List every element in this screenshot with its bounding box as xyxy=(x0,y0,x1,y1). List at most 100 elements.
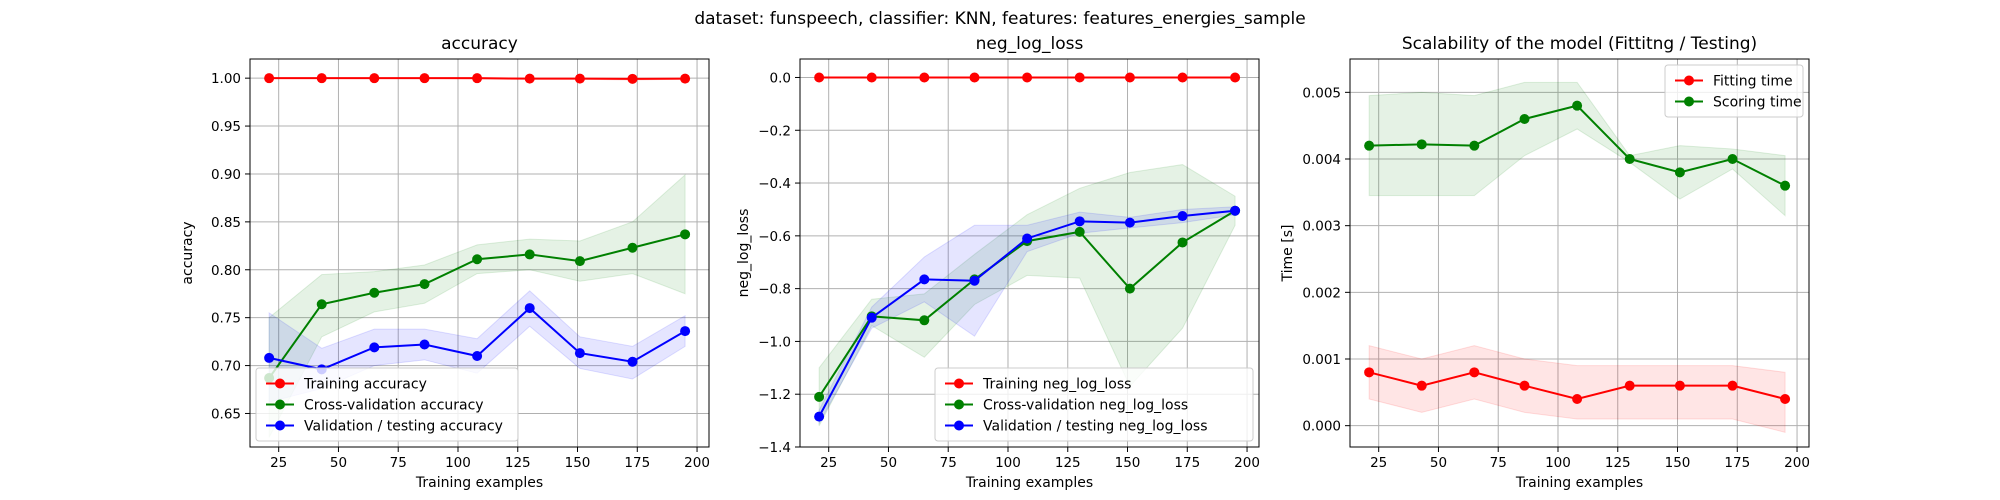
y-tick-label: 0.65 xyxy=(211,406,241,422)
y-tick-label: −1.4 xyxy=(758,440,791,456)
legend-label: Cross-validation accuracy xyxy=(304,398,484,414)
data-point xyxy=(814,411,825,422)
data-point xyxy=(574,348,585,359)
data-point xyxy=(369,73,380,84)
data-point xyxy=(369,287,380,298)
data-point xyxy=(1177,72,1188,83)
data-point xyxy=(264,73,275,84)
y-tick-label: −0.2 xyxy=(758,123,791,139)
legend-label: Validation / testing neg_log_loss xyxy=(983,419,1208,435)
y-tick-label: 0.005 xyxy=(1302,85,1341,101)
confidence-band xyxy=(818,164,1236,427)
data-point xyxy=(472,73,483,84)
x-tick-label: 75 xyxy=(390,455,407,471)
confidence-band xyxy=(268,290,686,403)
data-point xyxy=(1022,72,1033,83)
data-point xyxy=(524,73,535,84)
data-point xyxy=(1519,114,1530,124)
data-point xyxy=(919,315,930,326)
data-point xyxy=(680,229,691,240)
y-tick-label: 0.75 xyxy=(211,311,241,327)
data-point xyxy=(1416,380,1427,391)
data-point xyxy=(1519,380,1530,391)
data-point xyxy=(1074,72,1085,83)
legend-marker xyxy=(275,399,285,410)
axes-frame xyxy=(1349,58,1810,448)
data-point xyxy=(814,72,825,83)
data-point xyxy=(369,342,380,353)
x-tick-label: 175 xyxy=(1174,455,1200,471)
legend-label: Fitting time xyxy=(1713,74,1793,90)
data-point xyxy=(316,73,327,84)
legend: Training accuracy Cross-validation accura… xyxy=(255,367,519,442)
x-tick-label: 150 xyxy=(565,455,591,471)
legend-marker xyxy=(275,378,285,389)
x-tick-label: 175 xyxy=(624,455,650,471)
data-point xyxy=(316,299,327,310)
data-point xyxy=(1624,380,1635,391)
y-tick-label: 0.70 xyxy=(211,359,241,375)
x-tick-label: 150 xyxy=(1115,455,1141,471)
y-tick-label: 1.00 xyxy=(211,71,241,87)
x-tick-label: 25 xyxy=(1370,455,1387,471)
data-point xyxy=(524,303,535,314)
x-tick-label: 125 xyxy=(1055,455,1081,471)
x-tick-label: 125 xyxy=(505,455,531,471)
data-point xyxy=(919,72,930,83)
y-tick-label: −0.4 xyxy=(758,176,791,192)
data-point xyxy=(1364,367,1375,378)
axes-frame xyxy=(249,58,710,448)
y-tick-label: 0.001 xyxy=(1302,352,1341,368)
x-tick-label: 75 xyxy=(1490,455,1507,471)
x-tick-label: 175 xyxy=(1724,455,1750,471)
data-point xyxy=(814,391,825,402)
chart-panel-2: 25 50 75 100 125 150 175 200 −1.4 −1.2 −1.0 −0.8 −0.… xyxy=(736,34,1260,491)
y-tick-label: −0.8 xyxy=(758,282,791,298)
legend-box xyxy=(255,367,519,442)
data-point xyxy=(919,274,930,285)
data-point xyxy=(1469,140,1480,151)
data-point xyxy=(1727,154,1738,164)
confidence-band xyxy=(1368,345,1786,433)
y-tick-label: 0.003 xyxy=(1302,219,1341,235)
x-axis-label: Training examples xyxy=(965,475,1093,491)
x-tick-label: 100 xyxy=(445,455,471,471)
data-point xyxy=(419,339,430,350)
plot-area xyxy=(814,72,1241,427)
x-tick-label: 25 xyxy=(270,455,287,471)
legend: Training neg_log_loss Cross-validation ne… xyxy=(934,367,1254,442)
data-point xyxy=(419,73,430,84)
y-tick-label: −1.0 xyxy=(758,334,791,350)
axes-frame xyxy=(799,58,1260,448)
legend-marker xyxy=(954,378,964,389)
data-point xyxy=(1074,216,1085,227)
data-point xyxy=(524,249,535,260)
legend-label: Training accuracy xyxy=(303,377,427,393)
confidence-band xyxy=(268,173,686,438)
data-point xyxy=(1230,205,1241,216)
panel-title: neg_log_loss xyxy=(976,34,1084,54)
y-tick-label: −0.6 xyxy=(758,229,791,245)
data-point xyxy=(1364,140,1375,151)
data-point xyxy=(627,242,638,253)
x-tick-label: 200 xyxy=(1784,455,1810,471)
x-tick-label: 25 xyxy=(820,455,837,471)
data-point xyxy=(866,72,877,83)
chart-panel-1: 25 50 75 100 125 150 175 200 0.65 0.70 0.75 0.80 0.8… xyxy=(180,34,710,491)
y-tick-label: 0.000 xyxy=(1302,419,1341,435)
x-tick-label: 75 xyxy=(940,455,957,471)
data-point xyxy=(627,356,638,367)
legend-label: Scoring time xyxy=(1713,95,1802,111)
y-axis-label: Time [s] xyxy=(1280,225,1296,283)
figure-suptitle: dataset: funspeech, classifier: KNN, fea… xyxy=(694,9,1305,29)
y-tick-label: 0.80 xyxy=(211,263,241,279)
y-axis-label: neg_log_loss xyxy=(736,209,752,298)
data-point xyxy=(1727,380,1738,391)
y-tick-label: 0.90 xyxy=(211,167,241,183)
data-point xyxy=(1124,217,1135,228)
data-point xyxy=(680,326,691,337)
legend-marker xyxy=(954,399,964,410)
data-point xyxy=(1624,154,1635,164)
data-point xyxy=(1780,180,1791,191)
legend-box xyxy=(934,367,1254,442)
